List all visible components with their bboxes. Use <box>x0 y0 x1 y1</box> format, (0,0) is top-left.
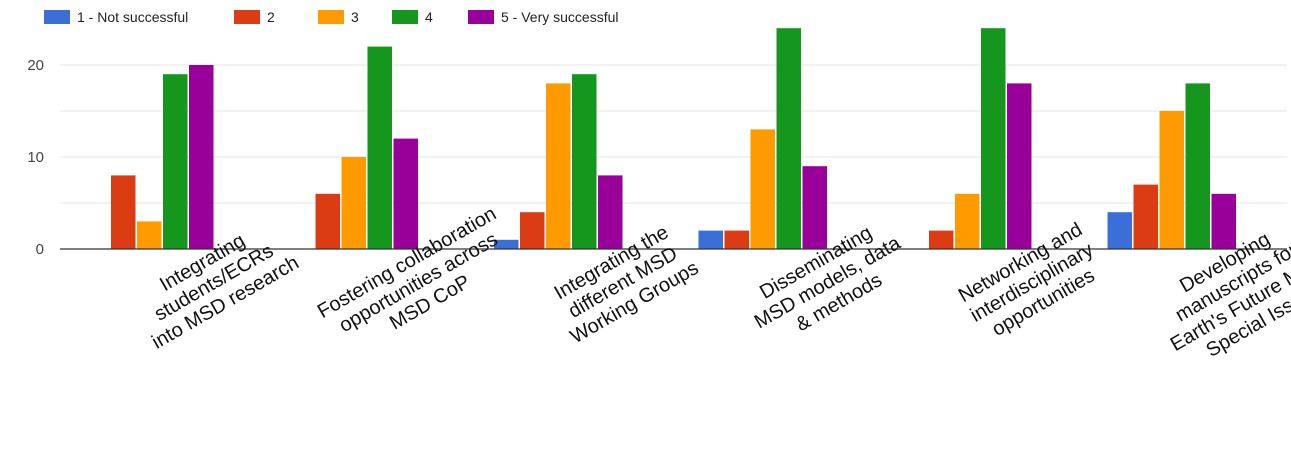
bar <box>1185 83 1210 250</box>
bar <box>724 230 749 249</box>
bar <box>598 175 623 249</box>
bar <box>698 230 723 249</box>
legend-label: 4 <box>425 9 433 25</box>
bar <box>981 28 1006 250</box>
bar <box>1159 111 1184 249</box>
bar <box>315 193 340 249</box>
bar <box>137 221 162 249</box>
bar <box>776 28 801 250</box>
bar <box>520 212 545 249</box>
legend-label: 3 <box>351 9 359 25</box>
y-tick-label: 0 <box>36 241 44 258</box>
legend-label: 5 - Very successful <box>501 9 619 25</box>
bar <box>546 83 571 250</box>
bar <box>955 193 980 249</box>
y-tick-label: 20 <box>27 57 44 74</box>
legend-label: 2 <box>267 9 275 25</box>
legend-label: 1 - Not successful <box>77 9 188 25</box>
legend-swatch <box>44 10 70 24</box>
bar <box>1133 184 1158 249</box>
legend-swatch <box>392 10 418 24</box>
legend-swatch <box>318 10 344 24</box>
bar <box>494 239 519 249</box>
legend-swatch <box>468 10 494 24</box>
bar <box>1007 83 1032 250</box>
bars <box>111 28 1236 250</box>
bar <box>341 157 366 249</box>
bar <box>1211 193 1236 249</box>
grid <box>60 64 1287 204</box>
bar <box>572 74 597 249</box>
bar <box>929 230 954 249</box>
bar <box>189 65 214 249</box>
bar <box>802 166 827 249</box>
legend: 1 - Not successful 2 3 4 5 - Very successful <box>44 9 619 25</box>
bar <box>750 129 775 249</box>
bar <box>111 175 136 249</box>
bar <box>367 46 392 249</box>
y-tick-label: 10 <box>27 149 44 166</box>
legend-swatch <box>234 10 260 24</box>
bar <box>163 74 188 249</box>
bar <box>1107 212 1132 249</box>
bar <box>393 138 418 249</box>
y-axis: 0 10 20 <box>27 57 44 258</box>
